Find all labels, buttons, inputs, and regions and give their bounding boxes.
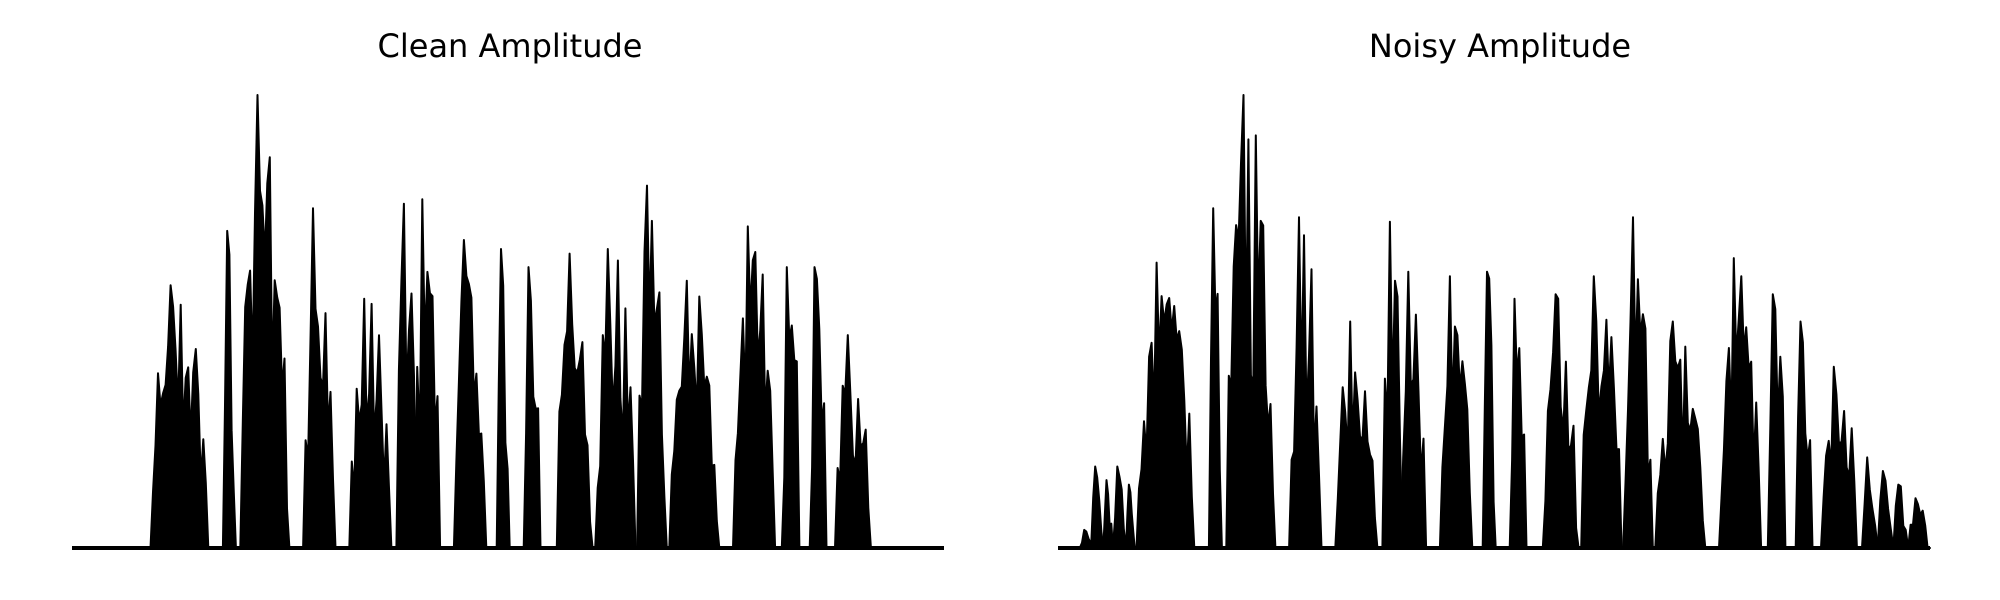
clean-amplitude-panel: Clean Amplitude <box>72 27 944 550</box>
amplitude-burst-17 <box>1622 216 1657 549</box>
noisy-amplitude-panel: Noisy Amplitude <box>1058 27 1931 550</box>
amplitude-burst-7 <box>452 239 490 549</box>
amplitude-burst-13 <box>668 279 726 549</box>
amplitude-burst-21 <box>1794 320 1816 549</box>
amplitude-burst-2 <box>239 94 296 549</box>
amplitude-burst-17 <box>834 334 877 549</box>
amplitude-burst-7 <box>1225 94 1282 549</box>
amplitude-burst-0 <box>149 284 217 549</box>
amplitude-burst-11 <box>594 248 642 549</box>
amplitude-burst-15 <box>1541 293 1583 549</box>
amplitude-burst-6 <box>1207 207 1223 549</box>
amplitude-burst-11 <box>1399 270 1430 549</box>
amplitude-burst-10 <box>555 252 597 549</box>
amplitude-burst-15 <box>780 266 803 549</box>
amplitude-burst-14 <box>732 225 782 549</box>
amplitude-burst-8 <box>1288 216 1325 549</box>
amplitude-burst-4 <box>348 297 398 549</box>
amplitude-burst-22 <box>1820 365 1863 549</box>
amplitude-burst-14 <box>1508 297 1530 549</box>
amplitude-burst-2 <box>1102 479 1114 549</box>
amplitude-burst-8 <box>495 248 511 549</box>
amplitude-burst-9 <box>522 266 544 549</box>
amplitude-burst-24 <box>1876 470 1895 549</box>
amplitude-burst-26 <box>1907 497 1931 549</box>
amplitude-burst-1 <box>221 229 237 549</box>
amplitude-burst-6 <box>413 198 444 549</box>
noisy-amplitude-plot <box>1058 94 1931 550</box>
amplitude-burst-20 <box>1766 293 1789 549</box>
amplitude-burst-19 <box>1718 257 1768 549</box>
amplitude-burst-4 <box>1125 483 1136 549</box>
amplitude-burst-3 <box>302 207 339 549</box>
amplitude-burst-5 <box>1135 261 1203 549</box>
amplitude-burst-18 <box>1654 320 1712 549</box>
amplitude-burst-9 <box>1334 320 1384 549</box>
noisy-amplitude-title: Noisy Amplitude <box>1369 27 1631 65</box>
amplitude-burst-1 <box>1090 465 1105 549</box>
amplitude-burst-16 <box>1580 275 1628 549</box>
amplitude-burst-3 <box>1111 465 1127 549</box>
amplitude-burst-12 <box>1438 275 1476 549</box>
amplitude-burst-16 <box>808 266 830 549</box>
amplitude-burst-12 <box>636 184 671 549</box>
clean-amplitude-title: Clean Amplitude <box>378 27 643 65</box>
amplitude-burst-25 <box>1892 483 1910 549</box>
amplitude-burst-13 <box>1481 270 1497 549</box>
clean-amplitude-plot <box>72 94 944 550</box>
amplitude-burst-23 <box>1861 456 1879 549</box>
